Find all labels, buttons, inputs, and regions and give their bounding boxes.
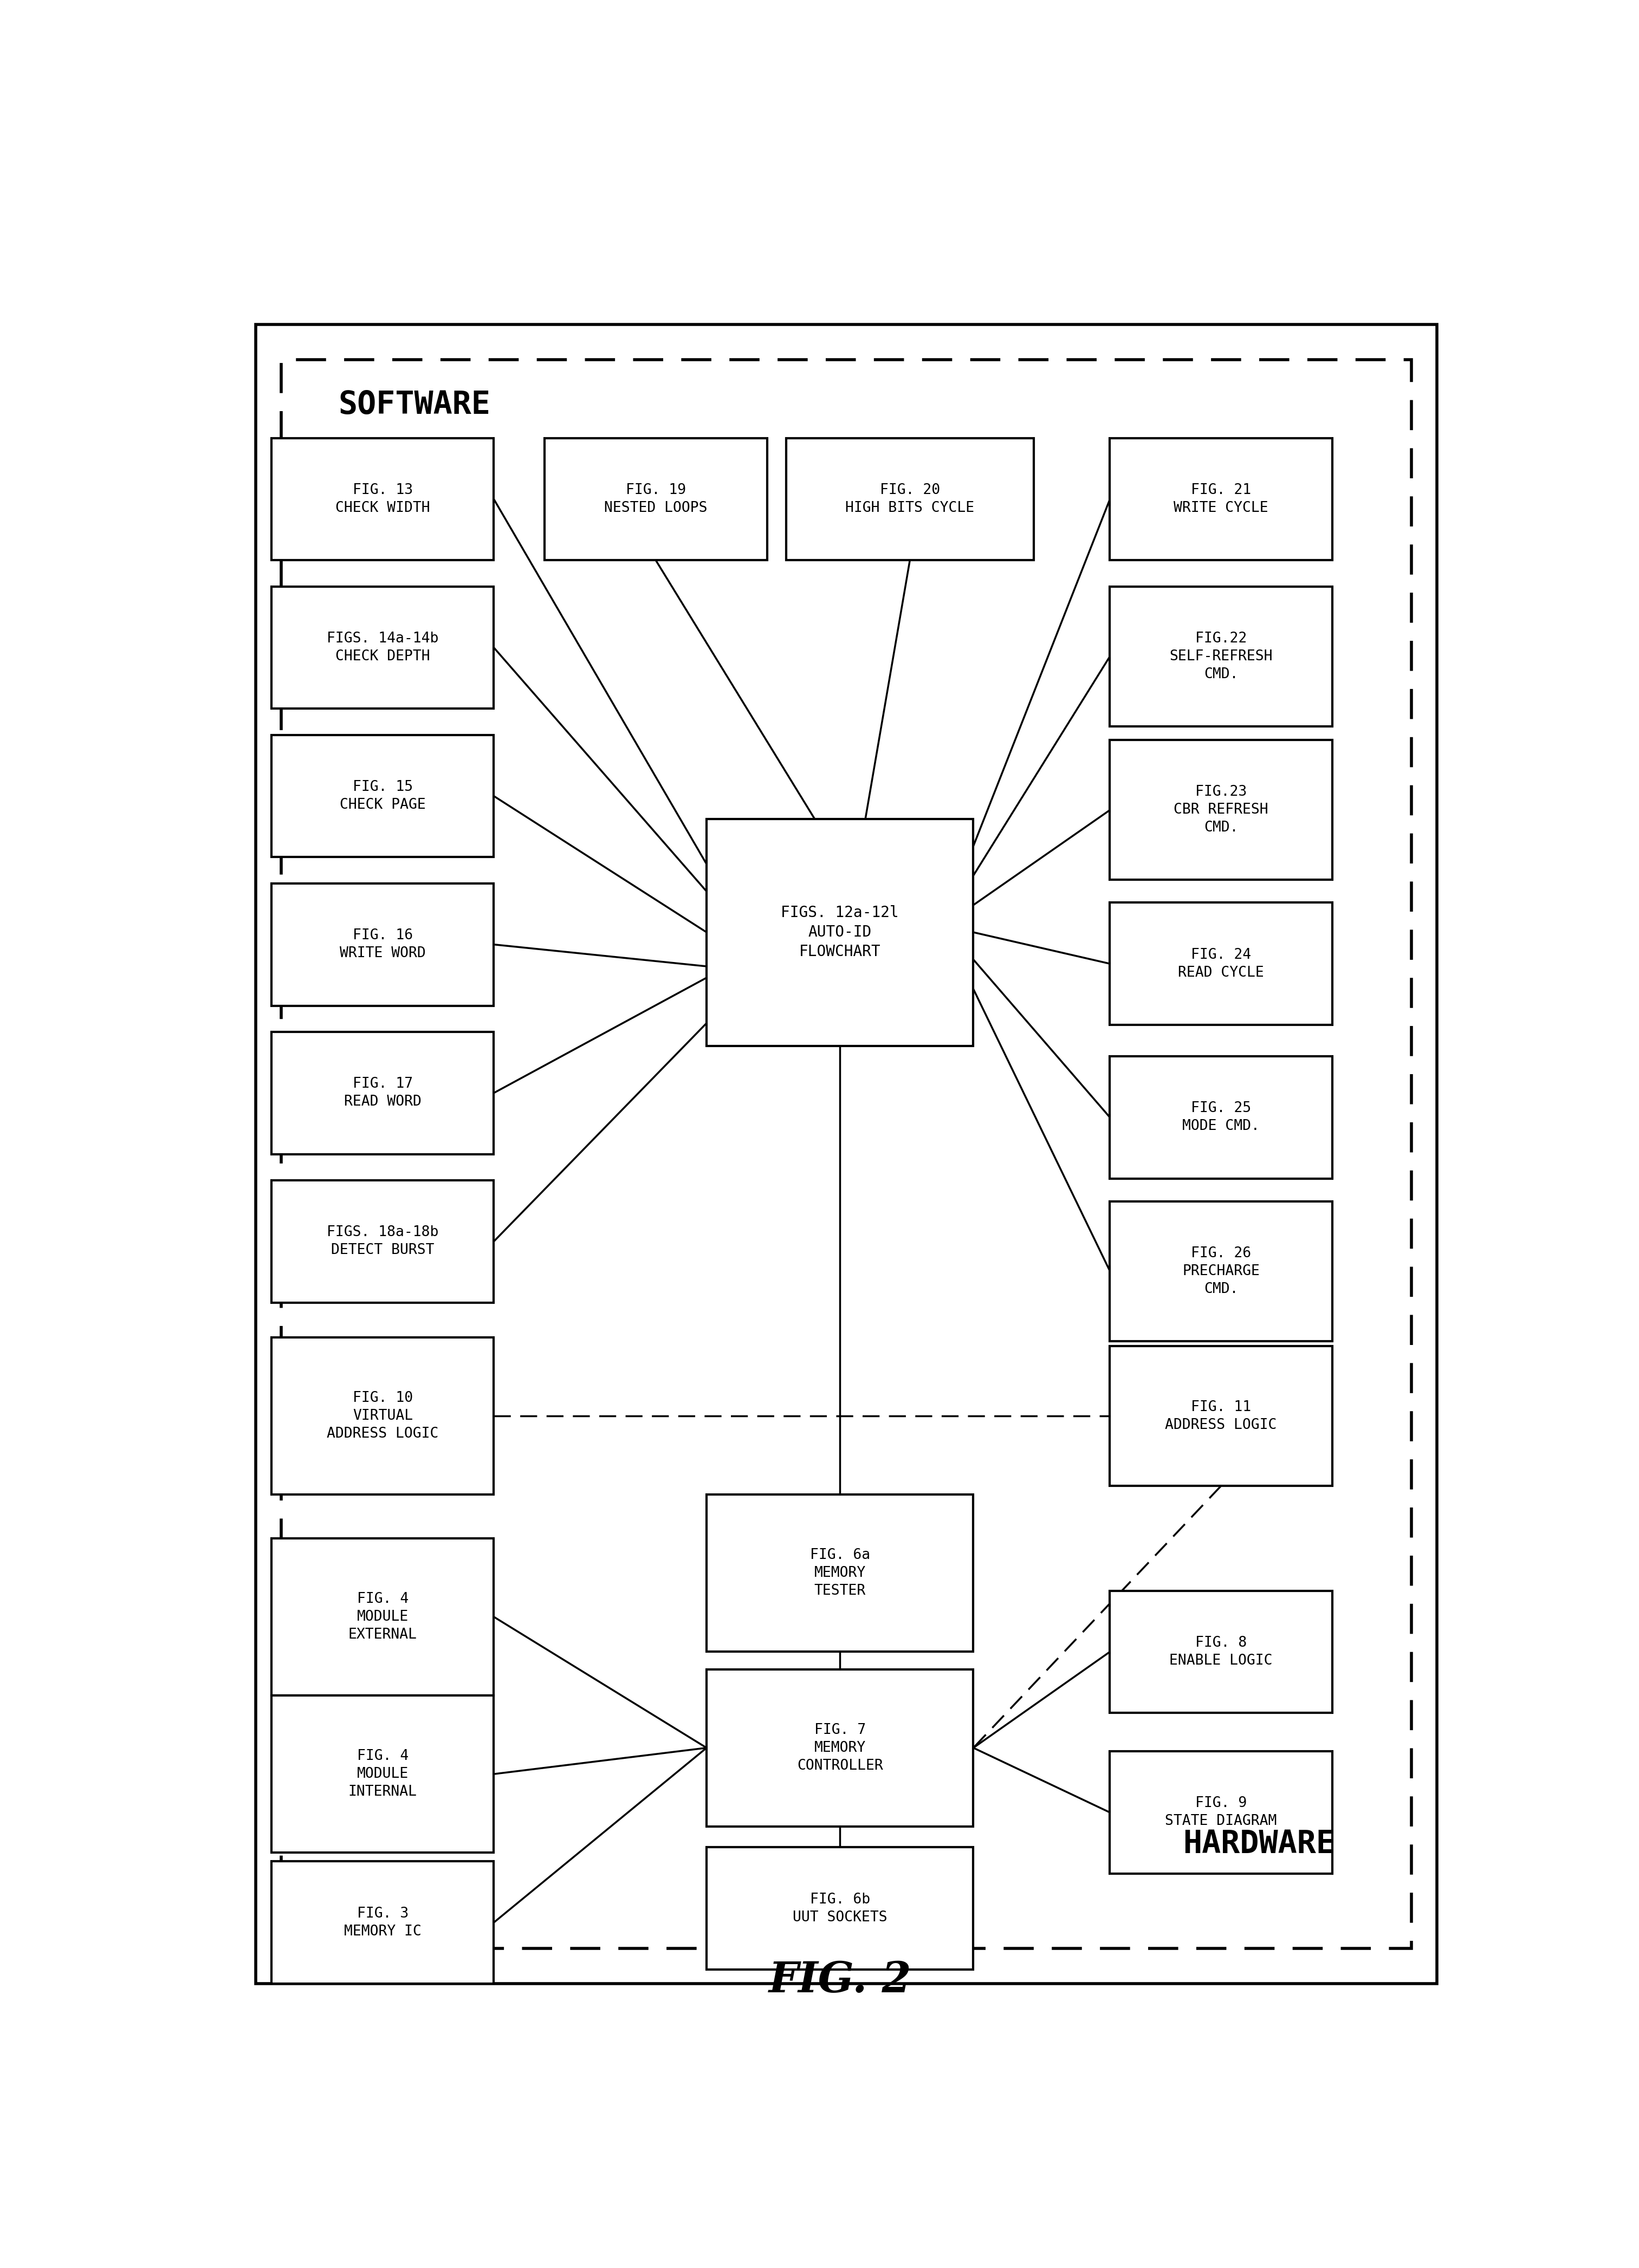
Text: FIG. 25
MODE CMD.: FIG. 25 MODE CMD. (1182, 1102, 1260, 1134)
Text: FIG. 7
MEMORY
CONTROLLER: FIG. 7 MEMORY CONTROLLER (797, 1724, 883, 1774)
Text: FIG. 8
ENABLE LOGIC: FIG. 8 ENABLE LOGIC (1170, 1635, 1272, 1667)
Text: FIG. 16
WRITE WORD: FIG. 16 WRITE WORD (339, 928, 426, 959)
Text: FIG. 6b
UUT SOCKETS: FIG. 6b UUT SOCKETS (793, 1892, 887, 1926)
Text: FIG. 21
WRITE CYCLE: FIG. 21 WRITE CYCLE (1174, 483, 1269, 515)
Text: FIG. 4
MODULE
EXTERNAL: FIG. 4 MODULE EXTERNAL (349, 1592, 416, 1642)
FancyBboxPatch shape (272, 1338, 493, 1495)
Text: FIG. 11
ADDRESS LOGIC: FIG. 11 ADDRESS LOGIC (1165, 1399, 1277, 1431)
Text: FIGS. 18a-18b
DETECT BURST: FIGS. 18a-18b DETECT BURST (326, 1225, 439, 1256)
Text: FIG. 13
CHECK WIDTH: FIG. 13 CHECK WIDTH (336, 483, 429, 515)
FancyBboxPatch shape (1110, 587, 1333, 726)
Text: FIG.22
SELF-REFRESH
CMD.: FIG.22 SELF-REFRESH CMD. (1170, 631, 1272, 680)
FancyBboxPatch shape (272, 438, 493, 560)
FancyBboxPatch shape (272, 1538, 493, 1696)
FancyBboxPatch shape (272, 587, 493, 708)
FancyBboxPatch shape (272, 735, 493, 857)
FancyBboxPatch shape (706, 819, 974, 1046)
FancyBboxPatch shape (272, 1862, 493, 1984)
FancyBboxPatch shape (706, 1495, 974, 1651)
Text: FIG. 9
STATE DIAGRAM: FIG. 9 STATE DIAGRAM (1165, 1796, 1277, 1828)
FancyBboxPatch shape (787, 438, 1034, 560)
Text: FIG. 3
MEMORY IC: FIG. 3 MEMORY IC (344, 1907, 421, 1939)
Text: HARDWARE: HARDWARE (1183, 1828, 1336, 1860)
Text: FIG. 4
MODULE
INTERNAL: FIG. 4 MODULE INTERNAL (349, 1749, 416, 1799)
FancyBboxPatch shape (272, 1032, 493, 1154)
FancyBboxPatch shape (1110, 739, 1333, 880)
FancyBboxPatch shape (1110, 1202, 1333, 1340)
Text: FIG. 24
READ CYCLE: FIG. 24 READ CYCLE (1178, 948, 1264, 980)
Text: SOFTWARE: SOFTWARE (338, 390, 490, 420)
FancyBboxPatch shape (544, 438, 767, 560)
FancyBboxPatch shape (706, 1848, 974, 1969)
Text: FIG. 6a
MEMORY
TESTER: FIG. 6a MEMORY TESTER (810, 1549, 870, 1599)
Text: FIGS. 12a-12l
AUTO-ID
FLOWCHART: FIGS. 12a-12l AUTO-ID FLOWCHART (782, 905, 898, 959)
Text: FIG. 20
HIGH BITS CYCLE: FIG. 20 HIGH BITS CYCLE (846, 483, 974, 515)
Text: FIG.23
CBR REFRESH
CMD.: FIG.23 CBR REFRESH CMD. (1174, 785, 1269, 835)
FancyBboxPatch shape (1110, 903, 1333, 1025)
Text: FIG. 2: FIG. 2 (769, 1960, 911, 2000)
FancyBboxPatch shape (272, 885, 493, 1005)
FancyBboxPatch shape (1110, 1751, 1333, 1873)
FancyBboxPatch shape (1110, 1057, 1333, 1179)
FancyBboxPatch shape (1110, 1590, 1333, 1712)
Text: FIG. 26
PRECHARGE
CMD.: FIG. 26 PRECHARGE CMD. (1182, 1245, 1260, 1295)
FancyBboxPatch shape (272, 1696, 493, 1853)
FancyBboxPatch shape (256, 324, 1437, 1984)
Text: FIG. 17
READ WORD: FIG. 17 READ WORD (344, 1077, 421, 1109)
FancyBboxPatch shape (1110, 1347, 1333, 1486)
FancyBboxPatch shape (272, 1179, 493, 1302)
FancyBboxPatch shape (1110, 438, 1333, 560)
Text: FIG. 10
VIRTUAL
ADDRESS LOGIC: FIG. 10 VIRTUAL ADDRESS LOGIC (326, 1390, 439, 1440)
Text: FIG. 19
NESTED LOOPS: FIG. 19 NESTED LOOPS (605, 483, 708, 515)
Text: FIG. 15
CHECK PAGE: FIG. 15 CHECK PAGE (339, 780, 426, 812)
Text: FIGS. 14a-14b
CHECK DEPTH: FIGS. 14a-14b CHECK DEPTH (326, 633, 439, 665)
FancyBboxPatch shape (706, 1669, 974, 1826)
